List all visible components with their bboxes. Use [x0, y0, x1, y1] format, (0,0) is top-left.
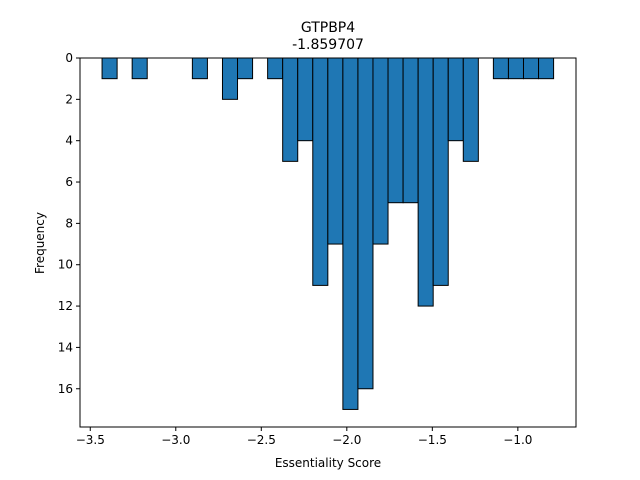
histogram-bar	[237, 57, 254, 80]
histogram-bar	[522, 57, 540, 80]
histogram-bar	[191, 57, 208, 80]
y-axis-ticks: 0 2 4 6 8 10 12 14 16	[58, 51, 80, 396]
histogram-bar	[447, 57, 464, 142]
histogram-bar	[402, 57, 419, 204]
y-tick-label: 14	[58, 340, 73, 354]
histogram-bar	[221, 57, 239, 100]
y-tick-label: 10	[58, 258, 73, 272]
chart-subtitle: -1.859707	[292, 37, 364, 53]
histogram-bar	[507, 57, 524, 80]
chart-title: GTPBP4	[301, 20, 355, 36]
histogram-bar	[387, 57, 404, 204]
x-tick-label: −2.0	[332, 433, 361, 447]
y-tick-label: 8	[65, 216, 73, 230]
x-tick-label: −1.0	[503, 433, 532, 447]
bars-group	[101, 57, 555, 410]
histogram-bar	[432, 57, 449, 286]
histogram-bar	[267, 57, 284, 80]
histogram-bar	[131, 57, 148, 80]
plot-area-frame	[79, 57, 577, 428]
histogram-bar	[462, 57, 479, 162]
y-tick-label: 6	[65, 175, 73, 189]
histogram-bar	[372, 57, 389, 245]
x-tick-label: −2.5	[247, 433, 276, 447]
y-tick-label: 16	[58, 382, 73, 396]
y-axis-label: Frequency	[33, 212, 47, 274]
histogram-bar	[357, 57, 374, 390]
histogram-bar	[297, 57, 314, 142]
x-axis-ticks: −3.5 −3.0 −2.5 −2.0 −1.5 −1.0	[76, 427, 532, 447]
histogram-bar	[282, 57, 299, 162]
x-tick-label: −1.5	[418, 433, 447, 447]
x-tick-label: −3.0	[161, 433, 190, 447]
histogram-bar	[492, 57, 509, 80]
y-tick-label: 12	[58, 299, 73, 313]
y-tick-label: 4	[65, 134, 73, 148]
x-axis-label: Essentiality Score	[275, 456, 381, 470]
histogram-bar	[312, 57, 329, 286]
y-tick-label: 2	[65, 92, 73, 106]
histogram-bar	[538, 57, 555, 80]
y-tick-label: 0	[65, 51, 73, 65]
histogram-bar	[101, 57, 118, 80]
histogram-bar	[327, 57, 344, 245]
histogram-bar	[342, 57, 359, 410]
histogram-bar	[417, 57, 434, 307]
x-tick-label: −3.5	[76, 433, 105, 447]
